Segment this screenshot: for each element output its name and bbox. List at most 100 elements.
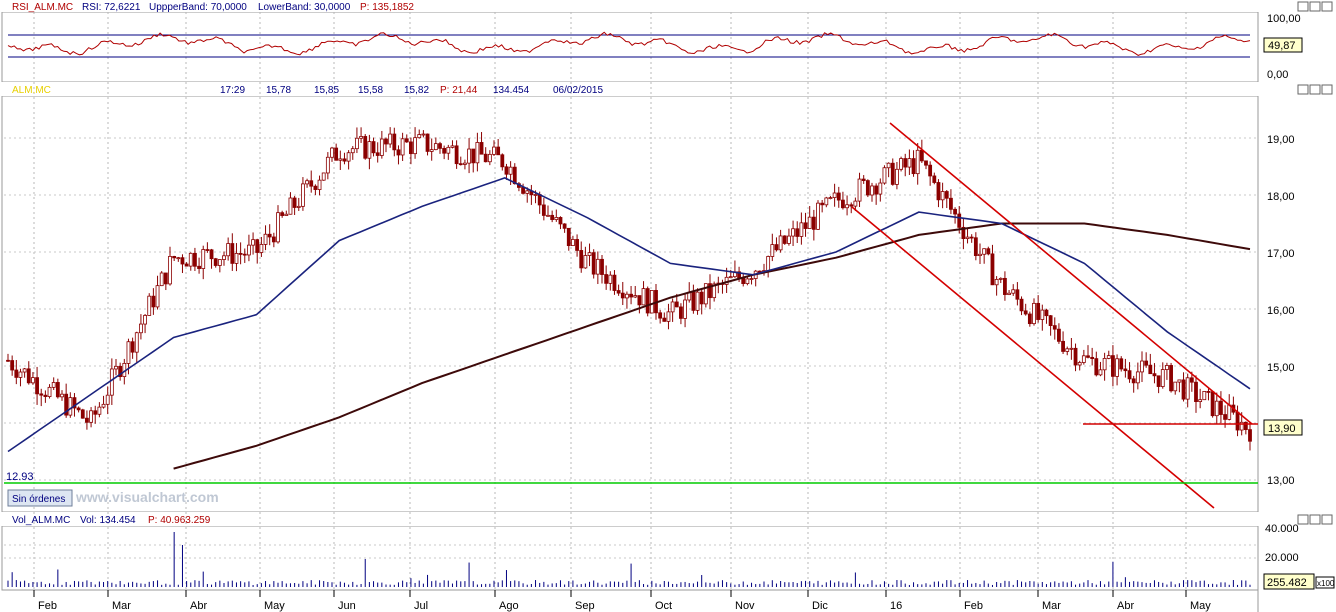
- price-header-high: 15,85: [314, 85, 339, 96]
- candle-body: [172, 256, 177, 259]
- candle-body: [865, 180, 870, 196]
- candle-body: [886, 162, 891, 169]
- candle-body: [72, 397, 77, 409]
- price-header-p: P: 21,44: [440, 85, 478, 96]
- candle-body: [1219, 400, 1223, 415]
- volume-tick-40000: 40.000: [1265, 523, 1299, 535]
- candle-body: [1061, 340, 1065, 352]
- candle-body: [1165, 365, 1169, 370]
- candle-body: [1027, 313, 1032, 325]
- volume-tick-20000: 20.000: [1265, 552, 1299, 564]
- candle-body: [591, 252, 596, 275]
- candle-body: [1098, 369, 1103, 376]
- price-axis: 19,00 18,00 17,00 16,00 15,00 13,00: [1267, 134, 1295, 487]
- candle-body: [1102, 358, 1107, 371]
- candle-body: [625, 293, 629, 299]
- candle-body: [1023, 310, 1028, 315]
- candle-body: [583, 255, 588, 269]
- candle-body: [629, 293, 633, 298]
- candle-body: [209, 249, 214, 260]
- candle-body: [998, 277, 1003, 280]
- orders-button[interactable]: Sin órdenes: [7, 489, 73, 507]
- candle-body: [114, 365, 118, 370]
- close-icon[interactable]: [1321, 1, 1333, 12]
- volume-header-vol: Vol: 134.454: [80, 515, 136, 526]
- candle-body: [1007, 292, 1011, 295]
- candle-body: [76, 407, 81, 411]
- rsi-header-upper: UppperBand: 70,0000: [149, 2, 247, 13]
- candle-body: [774, 244, 779, 251]
- candle-body: [841, 199, 845, 209]
- minimize-icon[interactable]: [1297, 1, 1309, 12]
- candle-body: [978, 253, 982, 257]
- candle-body: [994, 279, 999, 286]
- candle-body: [849, 204, 854, 207]
- candle-body: [1015, 289, 1020, 300]
- month-label: Feb: [38, 600, 57, 612]
- channel-lower-line: [851, 206, 1215, 509]
- candle-body: [301, 183, 305, 207]
- candle-body: [242, 253, 247, 256]
- candle-body: [14, 369, 19, 378]
- minimize-icon[interactable]: [1297, 514, 1309, 525]
- candle-body: [641, 288, 646, 306]
- candle-body: [1073, 347, 1078, 366]
- candle-body: [541, 204, 546, 216]
- candle-body: [816, 202, 820, 230]
- candle-body: [89, 410, 93, 423]
- maximize-icon[interactable]: [1309, 514, 1321, 525]
- candle-body: [359, 136, 363, 139]
- price-header-symbol: ALM.MC: [12, 85, 51, 96]
- candle-body: [26, 368, 31, 384]
- candle-body: [940, 191, 945, 201]
- candle-body: [600, 258, 604, 275]
- volume-value-text: 255.482: [1267, 577, 1307, 589]
- volume-panel-controls[interactable]: [1297, 514, 1333, 525]
- candle-body: [1239, 421, 1244, 431]
- candle-body: [22, 368, 27, 373]
- candle-body: [1086, 355, 1090, 358]
- candle-body: [276, 212, 280, 243]
- close-icon[interactable]: [1321, 514, 1333, 525]
- candle-body: [330, 147, 334, 158]
- close-icon[interactable]: [1321, 84, 1333, 95]
- candle-body: [400, 138, 405, 156]
- candle-body: [421, 133, 426, 136]
- candle-body: [645, 288, 650, 314]
- price-tick-19: 19,00: [1267, 134, 1295, 146]
- rsi-panel-controls[interactable]: [1297, 1, 1333, 12]
- candle-body: [188, 252, 193, 267]
- candle-body: [85, 417, 89, 423]
- candle-body: [712, 283, 717, 299]
- candle-body: [986, 248, 991, 255]
- candle-body: [878, 182, 883, 195]
- candle-body: [749, 278, 754, 280]
- candle-body: [217, 259, 222, 266]
- candle-body: [928, 164, 933, 177]
- maximize-icon[interactable]: [1309, 1, 1321, 12]
- candle-body: [367, 141, 372, 159]
- candle-body: [68, 397, 73, 416]
- candle-body: [425, 133, 430, 152]
- price-panel-controls[interactable]: [1297, 84, 1333, 95]
- maximize-icon[interactable]: [1309, 84, 1321, 95]
- candle-body: [80, 409, 85, 419]
- candle-body: [1148, 364, 1153, 375]
- price-value-text: 13,90: [1268, 423, 1296, 435]
- candle-body: [392, 133, 397, 151]
- candle-body: [467, 148, 471, 164]
- candle-body: [1057, 328, 1061, 342]
- candle-body: [309, 180, 314, 187]
- candle-body: [1198, 399, 1203, 402]
- candle-body: [375, 152, 380, 156]
- candle-body: [521, 187, 525, 194]
- candle-body: [226, 243, 231, 257]
- candle-body: [475, 142, 480, 164]
- candle-body: [903, 158, 908, 168]
- month-label: Abr: [190, 600, 207, 612]
- candle-body: [234, 253, 239, 264]
- candle-body: [39, 393, 44, 396]
- candle-body: [504, 166, 509, 175]
- minimize-icon[interactable]: [1297, 84, 1309, 95]
